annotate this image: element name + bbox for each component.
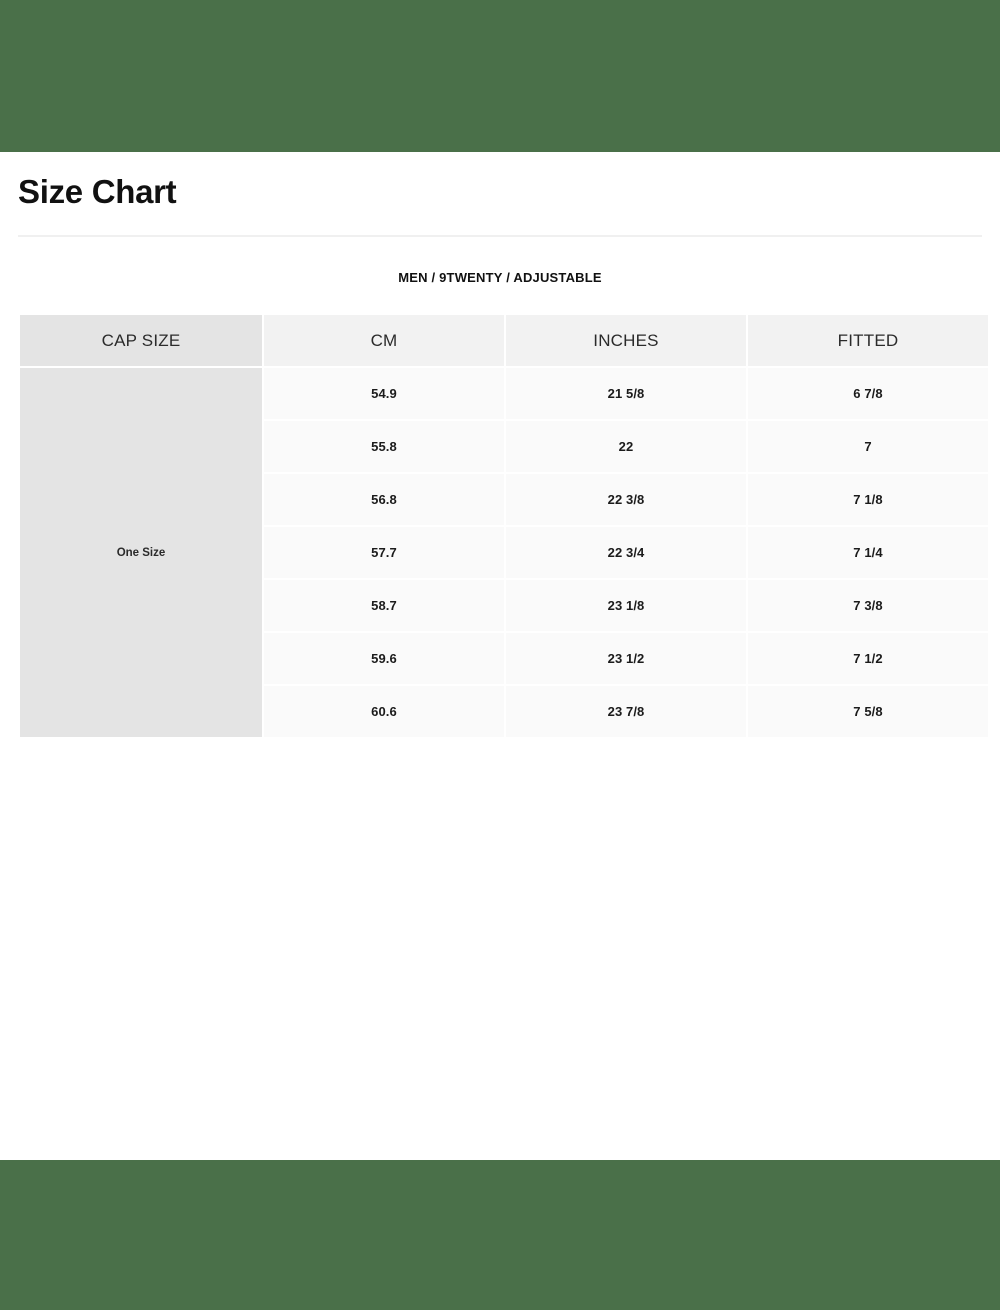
cell-cm: 56.8 bbox=[262, 472, 506, 527]
table-row: 60.6 23 7/8 7 5/8 bbox=[19, 684, 990, 739]
column-header-fitted: FITTED bbox=[746, 313, 990, 368]
page-title: Size Chart bbox=[18, 173, 177, 210]
title-divider bbox=[18, 234, 982, 237]
cell-inches: 21 5/8 bbox=[504, 366, 748, 421]
top-background-band bbox=[0, 0, 1000, 152]
table-row: 58.7 23 1/8 7 3/8 bbox=[19, 578, 990, 633]
cell-fitted: 7 1/4 bbox=[746, 525, 990, 580]
cell-inches: 23 7/8 bbox=[504, 684, 748, 739]
size-table-subtitle: MEN / 9TWENTY / ADJUSTABLE bbox=[398, 270, 602, 285]
cell-cm: 57.7 bbox=[262, 525, 506, 580]
cell-cm: 59.6 bbox=[262, 631, 506, 686]
size-table-container: CAP SIZE CM INCHES FITTED One Size 54.9 … bbox=[18, 313, 990, 739]
table-header-row: CAP SIZE CM INCHES FITTED bbox=[18, 313, 990, 368]
column-header-cap-size: CAP SIZE bbox=[18, 313, 264, 368]
cell-fitted: 7 bbox=[746, 419, 990, 474]
cell-inches: 23 1/2 bbox=[504, 631, 748, 686]
cell-fitted: 7 1/2 bbox=[746, 631, 990, 686]
column-header-inches: INCHES bbox=[504, 313, 748, 368]
cell-cm: 54.9 bbox=[262, 366, 506, 421]
size-table: CAP SIZE CM INCHES FITTED One Size 54.9 … bbox=[18, 313, 990, 739]
table-row: 57.7 22 3/4 7 1/4 bbox=[19, 525, 990, 580]
column-header-cm: CM bbox=[262, 313, 506, 368]
cell-cm: 58.7 bbox=[262, 578, 506, 633]
cell-inches: 22 3/8 bbox=[504, 472, 748, 527]
cell-fitted: 7 3/8 bbox=[746, 578, 990, 633]
bottom-background-band bbox=[0, 1160, 1000, 1310]
table-row: 55.8 22 7 bbox=[19, 419, 990, 474]
size-table-body: One Size 54.9 21 5/8 6 7/8 55.8 22 7 56.… bbox=[18, 366, 990, 739]
cell-inches: 23 1/8 bbox=[504, 578, 748, 633]
size-table-head: CAP SIZE CM INCHES FITTED bbox=[18, 313, 990, 368]
table-row: 56.8 22 3/8 7 1/8 bbox=[19, 472, 990, 527]
cell-cm: 60.6 bbox=[262, 684, 506, 739]
page-header: Size Chart bbox=[18, 173, 982, 237]
cell-fitted: 7 5/8 bbox=[746, 684, 990, 739]
cell-fitted: 6 7/8 bbox=[746, 366, 990, 421]
cell-fitted: 7 1/8 bbox=[746, 472, 990, 527]
cell-inches: 22 bbox=[504, 419, 748, 474]
cell-cm: 55.8 bbox=[262, 419, 506, 474]
table-row: 59.6 23 1/2 7 1/2 bbox=[19, 631, 990, 686]
cap-size-value-cell: One Size bbox=[18, 366, 264, 739]
table-row: One Size 54.9 21 5/8 6 7/8 bbox=[18, 366, 990, 739]
cell-inches: 22 3/4 bbox=[504, 525, 748, 580]
